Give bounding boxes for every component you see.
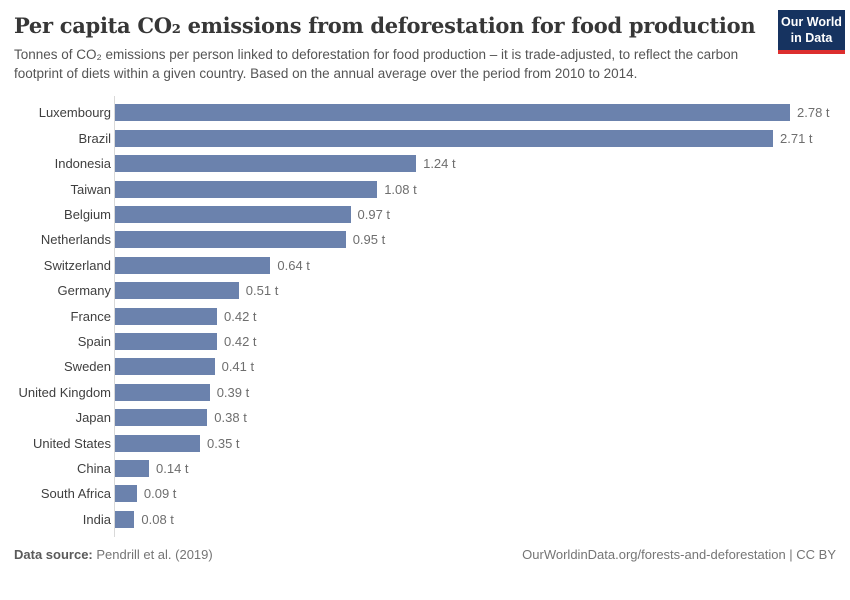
- chart-footer: Data source: Pendrill et al. (2019) OurW…: [14, 547, 836, 562]
- bar[interactable]: [115, 459, 149, 477]
- bar-track: 0.09 t: [115, 485, 177, 503]
- country-label: Indonesia: [54, 156, 111, 172]
- country-label: United States: [32, 435, 111, 451]
- value-label: 0.08 t: [141, 511, 174, 527]
- bar-track: 2.71 t: [115, 129, 813, 147]
- bar[interactable]: [115, 332, 217, 350]
- value-label: 1.24 t: [423, 156, 456, 172]
- bar-track: 0.35 t: [115, 434, 240, 452]
- chart-row: India 0.08 t: [0, 507, 850, 532]
- chart-row: South Africa 0.09 t: [0, 481, 850, 506]
- bar-track: 0.39 t: [115, 383, 250, 401]
- bar[interactable]: [115, 129, 773, 147]
- value-label: 0.35 t: [207, 435, 240, 451]
- value-label: 0.97 t: [357, 207, 391, 222]
- chart-row: Switzerland 0.64 t: [0, 253, 850, 278]
- value-label: 0.14 t: [156, 460, 189, 476]
- chart-header: Per capita CO₂ emissions from deforestat…: [0, 0, 850, 83]
- chart-row: United States 0.35 t: [0, 430, 850, 455]
- value-label: 0.09 t: [143, 486, 177, 502]
- country-label: Taiwan: [70, 181, 111, 197]
- chart-row: Netherlands 0.95 t: [0, 227, 850, 252]
- bar[interactable]: [115, 358, 215, 376]
- chart-row: United Kingdom 0.39 t: [0, 380, 850, 405]
- chart-row: Indonesia 1.24 t: [0, 151, 850, 176]
- value-label: 0.39 t: [216, 384, 250, 400]
- chart-row: China 0.14 t: [0, 456, 850, 481]
- owid-logo-line2: in Data: [790, 30, 833, 45]
- value-label: 2.71 t: [780, 130, 813, 146]
- value-label: 2.78 t: [797, 105, 830, 121]
- value-label: 0.41 t: [221, 359, 255, 375]
- bar-track: 0.51 t: [115, 282, 279, 300]
- country-label: Sweden: [64, 359, 111, 375]
- bar[interactable]: [115, 256, 271, 274]
- country-label: Japan: [75, 410, 111, 426]
- bar-track: 0.95 t: [115, 231, 386, 249]
- bar[interactable]: [115, 155, 417, 173]
- bar[interactable]: [115, 104, 790, 122]
- bar[interactable]: [115, 383, 210, 401]
- country-label: Netherlands: [40, 232, 111, 248]
- chart-row: Luxembourg 2.78 t: [0, 100, 850, 125]
- chart-row: Taiwan 1.08 t: [0, 176, 850, 201]
- data-source: Data source: Pendrill et al. (2019): [14, 547, 213, 562]
- country-label: Luxembourg: [38, 105, 111, 121]
- value-label: 0.42 t: [224, 308, 257, 324]
- country-label: Switzerland: [43, 257, 111, 273]
- bar-track: 0.38 t: [115, 409, 247, 427]
- value-label: 0.64 t: [277, 257, 310, 273]
- chart-row: Spain 0.42 t: [0, 329, 850, 354]
- country-label: Germany: [57, 283, 111, 299]
- country-label: Spain: [77, 333, 111, 349]
- data-source-label: Data source:: [14, 546, 93, 562]
- y-axis-line: [114, 96, 115, 537]
- bar-track: 1.24 t: [115, 155, 456, 173]
- bar-track: 0.97 t: [115, 206, 390, 223]
- bar-chart: Luxembourg 2.78 t Brazil 2.71 t Indonesia 1.2…: [0, 96, 850, 537]
- data-source-value: Pendrill et al. (2019): [96, 546, 213, 562]
- chart-row: Japan 0.38 t: [0, 405, 850, 430]
- bar-track: 2.78 t: [115, 104, 830, 122]
- owid-logo-line1: Our World: [781, 15, 842, 29]
- license-note: OurWorldinData.org/forests-and-deforesta…: [522, 546, 836, 562]
- value-label: 0.42 t: [224, 333, 257, 349]
- bar[interactable]: [115, 409, 208, 427]
- chart-row: Sweden 0.41 t: [0, 354, 850, 379]
- country-label: Brazil: [78, 130, 111, 146]
- chart-row: Germany 0.51 t: [0, 278, 850, 303]
- country-label: Belgium: [64, 207, 111, 222]
- bar[interactable]: [115, 307, 217, 325]
- bar[interactable]: [115, 282, 239, 300]
- bar-track: 0.42 t: [115, 332, 257, 350]
- bar[interactable]: [115, 434, 200, 452]
- bar[interactable]: [115, 485, 137, 503]
- country-label: South Africa: [40, 486, 111, 502]
- page-title: Per capita CO₂ emissions from deforestat…: [14, 13, 756, 38]
- bar-track: 0.14 t: [115, 459, 189, 477]
- country-label: India: [82, 511, 111, 527]
- bar[interactable]: [115, 510, 135, 528]
- bar[interactable]: [115, 231, 346, 249]
- chart-row: Belgium 0.97 t: [0, 202, 850, 227]
- bar-track: 0.42 t: [115, 307, 257, 325]
- bar-track: 0.64 t: [115, 256, 310, 274]
- bar-track: 1.08 t: [115, 180, 417, 198]
- owid-logo: Our World in Data: [778, 10, 845, 54]
- value-label: 0.38 t: [214, 410, 247, 426]
- bar-track: 0.08 t: [115, 510, 174, 528]
- bar[interactable]: [115, 180, 378, 198]
- chart-row: France 0.42 t: [0, 303, 850, 328]
- value-label: 1.08 t: [384, 181, 417, 197]
- bar-track: 0.41 t: [115, 358, 255, 376]
- bar[interactable]: [115, 206, 351, 223]
- chart-row: Brazil 2.71 t: [0, 126, 850, 151]
- value-label: 0.95 t: [352, 232, 386, 248]
- country-label: France: [70, 308, 111, 324]
- value-label: 0.51 t: [245, 283, 279, 299]
- chart-subtitle: Tonnes of CO₂ emissions per person linke…: [14, 47, 739, 81]
- country-label: United Kingdom: [18, 384, 112, 400]
- country-label: China: [77, 460, 111, 476]
